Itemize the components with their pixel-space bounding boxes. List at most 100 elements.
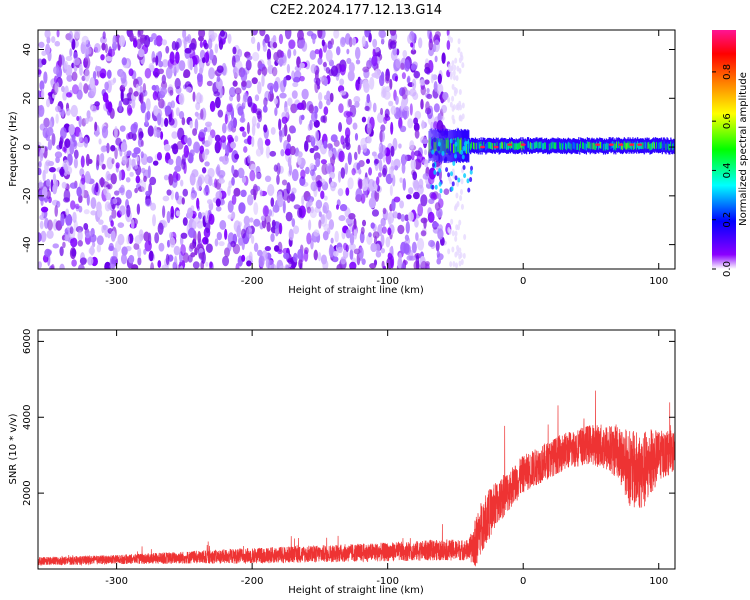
heatmap-cell — [333, 30, 340, 39]
heatmap-cell — [627, 141, 629, 148]
heatmap-cell — [410, 150, 415, 161]
heatmap-cell — [44, 30, 51, 39]
heatmap-cell — [42, 186, 48, 199]
heatmap-cell — [389, 40, 397, 49]
heatmap-cell — [48, 167, 56, 173]
heatmap-cell — [635, 141, 637, 149]
heatmap-cell — [293, 204, 301, 210]
heatmap-cell — [143, 175, 147, 183]
heatmap-cell — [543, 143, 545, 150]
heatmap-cell — [565, 143, 568, 151]
heatmap-cell — [323, 195, 328, 201]
heatmap-cell — [222, 255, 230, 267]
heatmap-cell — [640, 142, 643, 150]
heatmap-cell — [120, 70, 124, 79]
heatmap-cell — [425, 101, 430, 112]
heatmap-cell — [60, 127, 67, 139]
heatmap-cell — [283, 252, 290, 260]
heatmap-cell — [58, 140, 63, 150]
heatmap-cell — [233, 187, 241, 197]
heatmap-cell — [348, 213, 356, 220]
heatmap-cell — [310, 63, 317, 74]
heatmap-cell — [179, 265, 184, 269]
heatmap-cell — [165, 45, 170, 54]
heatmap-cell — [361, 116, 367, 123]
heatmap-cell — [80, 155, 85, 168]
heatmap-cell — [557, 141, 559, 148]
heatmap-cell — [104, 261, 112, 269]
heatmap-cell — [293, 252, 298, 263]
heatmap-cell — [204, 161, 210, 167]
heatmap-cell — [255, 108, 262, 116]
heatmap-cell — [538, 141, 540, 149]
heatmap-cell — [355, 188, 363, 201]
heatmap-cell — [145, 98, 151, 111]
heatmap-cell — [605, 142, 607, 150]
heatmap-cell — [470, 143, 472, 151]
heatmap-cell — [337, 246, 343, 254]
heatmap-cell — [112, 34, 117, 48]
heatmap-cell — [473, 142, 476, 150]
heatmap-cell — [320, 190, 325, 200]
heatmap-cell — [395, 95, 399, 105]
heatmap-cell — [58, 54, 62, 68]
heatmap-cell — [38, 104, 45, 117]
heatmap-cell — [587, 142, 589, 149]
colorbar-tick-label: 0.6 — [722, 113, 733, 129]
heatmap-cell — [192, 261, 200, 269]
heatmap-cell — [76, 141, 84, 148]
snr-x-tick-label: -300 — [105, 576, 128, 587]
heatmap-cell — [63, 60, 69, 70]
heatmap-cell — [497, 141, 499, 149]
heatmap-cell — [449, 171, 453, 177]
heatmap-cell — [257, 81, 262, 95]
heatmap-cell — [339, 64, 346, 76]
heatmap-cell — [359, 79, 363, 85]
heatmap-cell — [227, 33, 232, 44]
heatmap-cell — [309, 147, 315, 154]
heatmap-cell — [97, 208, 103, 218]
heatmap-cell — [485, 143, 487, 151]
heatmap-cell — [390, 105, 397, 115]
heatmap-cell — [470, 165, 474, 171]
heatmap-cell — [361, 258, 366, 265]
heatmap-cell — [433, 80, 438, 92]
heatmap-cell — [61, 181, 67, 189]
heatmap-cell — [192, 91, 196, 102]
heatmap-cell — [323, 140, 328, 149]
heatmap-cell — [320, 159, 327, 165]
heatmap-cell — [121, 57, 127, 66]
heatmap-cell — [218, 170, 226, 178]
heatmap-cell — [660, 141, 662, 149]
heatmap-cell — [267, 259, 275, 269]
heatmap-cell — [449, 261, 453, 268]
heatmap-cell — [430, 73, 434, 84]
heatmap-cell — [118, 35, 126, 47]
heatmap-cell — [445, 148, 449, 154]
heatmap-cell — [399, 200, 404, 209]
heatmap-cell — [526, 141, 529, 148]
heatmap-cell — [105, 99, 110, 110]
heatmap-cell — [375, 176, 380, 186]
heatmap-cell — [399, 125, 407, 133]
heatmap-cell — [463, 234, 467, 241]
heatmap-cell — [484, 142, 486, 149]
heatmap-cell — [414, 129, 420, 139]
heatmap-cell — [59, 263, 65, 269]
heatmap-cell — [242, 131, 247, 138]
heatmap-cell — [84, 68, 90, 82]
heatmap-cell — [65, 208, 70, 216]
heatmap-cell — [201, 57, 206, 64]
heatmap-cell — [205, 237, 209, 245]
heatmap-cell — [439, 188, 443, 194]
heatmap-cell — [591, 141, 593, 149]
heatmap-cell — [309, 119, 313, 131]
heatmap-cell — [299, 62, 305, 69]
heatmap-cell — [345, 187, 350, 196]
heatmap-cell — [199, 40, 204, 48]
heatmap-cell — [429, 137, 431, 153]
heatmap-cell — [125, 189, 133, 199]
heatmap-cell — [94, 65, 102, 72]
heatmap-cell — [313, 145, 319, 151]
heatmap-cell — [344, 137, 349, 144]
